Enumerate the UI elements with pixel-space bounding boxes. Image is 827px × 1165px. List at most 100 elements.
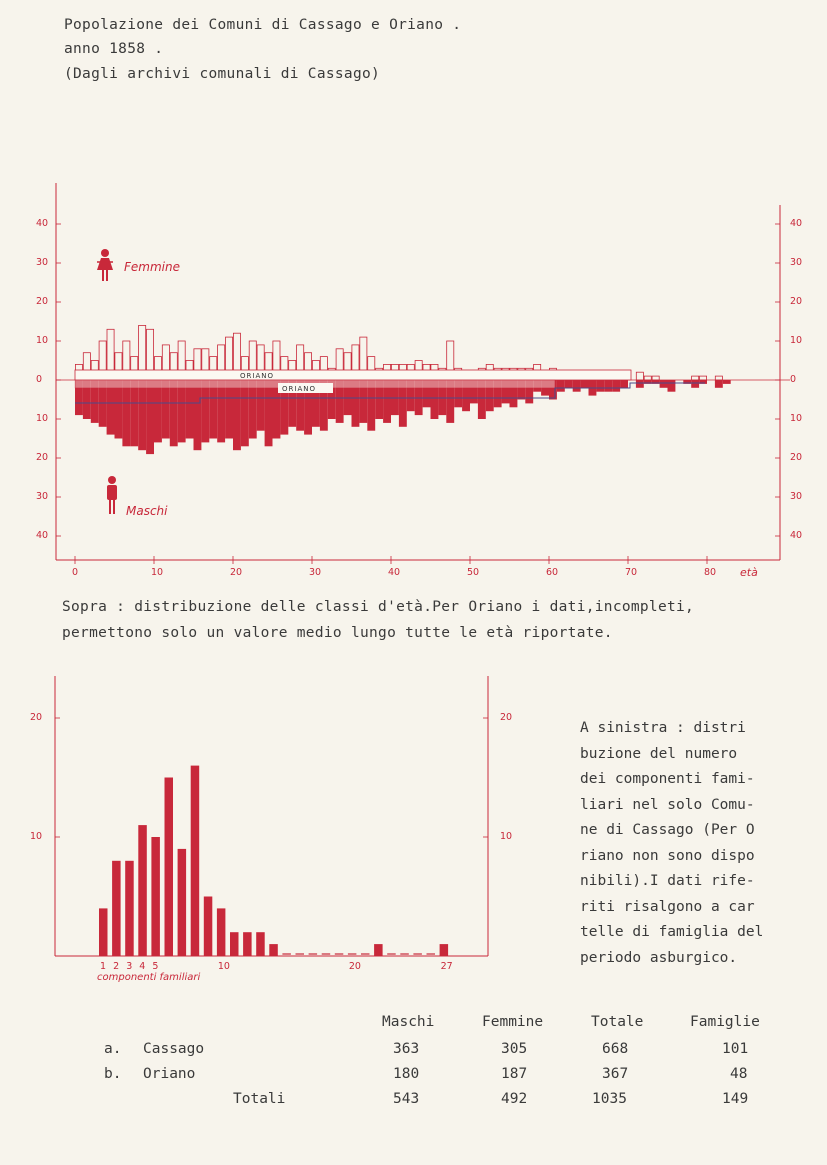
cell-value: 48 [730, 1066, 748, 1082]
male-bar [233, 380, 241, 451]
male-bar [319, 380, 328, 431]
y-tick-label-right: 10 [790, 413, 803, 424]
male-bar [248, 380, 257, 439]
male-bar [596, 380, 605, 392]
male-bar [430, 380, 439, 419]
male-bar [359, 380, 368, 423]
male-bar [683, 380, 692, 384]
y-tick-label-right: 10 [790, 335, 803, 346]
y-tick-label-left: 40 [36, 218, 49, 229]
col-header-maschi: Maschi [382, 1014, 435, 1030]
male-bar [477, 380, 486, 419]
male-figure-icon [107, 476, 117, 514]
male-bar [485, 380, 494, 412]
y-tick-label-right: 20 [790, 296, 803, 307]
male-bar [643, 380, 652, 384]
x-tick-label: 80 [704, 567, 717, 578]
x-tick-label: 50 [467, 567, 480, 578]
household-bar [439, 944, 449, 956]
y-tick-label-right-2: 20 [500, 712, 513, 723]
male-bar [667, 380, 676, 392]
caption-2: A sinistra : distri buzione del numero d… [580, 716, 805, 971]
male-bar [612, 380, 621, 392]
male-bar [130, 380, 139, 447]
male-bar [90, 380, 99, 423]
x-tick-label: 20 [230, 567, 243, 578]
male-bar [288, 380, 297, 427]
household-bar [190, 765, 200, 956]
y-tick-label-right: 0 [790, 374, 797, 385]
household-axis-label: componenti familiari [97, 972, 201, 983]
male-bar [659, 380, 668, 388]
male-bar [651, 380, 660, 384]
male-bar [193, 380, 202, 451]
col-header-totale: Totale [591, 1014, 644, 1030]
male-bar [225, 380, 233, 439]
male-bar [462, 380, 470, 412]
male-bar [533, 380, 542, 392]
male-bar [280, 380, 289, 435]
male-bar [383, 380, 391, 423]
total-value: 492 [501, 1091, 528, 1107]
x-tick-label: 0 [72, 567, 79, 578]
household-bar [230, 932, 239, 956]
y-tick-label-left: 40 [36, 530, 49, 541]
male-bar [154, 380, 162, 443]
male-bar [351, 380, 360, 427]
male-bar [138, 380, 147, 451]
cell-value: 101 [722, 1041, 749, 1057]
header-line-1: Popolazione dei Comuni di Cassago e Oria… [64, 17, 462, 33]
y-tick-label-left: 0 [36, 374, 43, 385]
male-bar [272, 380, 281, 439]
male-bar [82, 380, 91, 419]
female-figure-icon [97, 249, 113, 281]
y-tick-label-left-2: 10 [30, 831, 43, 842]
household-bar [269, 944, 278, 956]
caption-2-line: buzione del numero [580, 745, 738, 762]
caption-2-line: nibili).I dati rife- [580, 873, 755, 889]
household-bar [216, 908, 226, 956]
household-bar [164, 777, 173, 956]
y-tick-label-left: 30 [36, 257, 49, 268]
caption-1-line-1: Sopra : distribuzione delle classi d'età… [62, 599, 695, 615]
cell-value: 367 [602, 1066, 629, 1082]
male-bar [217, 380, 226, 443]
header-line-3: (Dagli archivi comunali di Cassago) [64, 66, 381, 82]
male-bar [398, 380, 407, 427]
row-index: b. [104, 1066, 122, 1082]
x-tick-label-2: 10 [217, 961, 230, 972]
age-axis-label: età [740, 566, 758, 579]
y-tick-label-right: 20 [790, 452, 803, 463]
male-bar [446, 380, 455, 423]
x-tick-label-2: 2 [113, 961, 120, 972]
x-tick-label: 40 [388, 567, 401, 578]
male-bar [699, 380, 707, 384]
x-tick-label-2: 1 [100, 961, 107, 972]
caption-2-line: periodo asburgico. [580, 949, 738, 966]
col-header-famiglie: Famiglie [690, 1014, 760, 1030]
household-bar [138, 825, 147, 956]
x-tick-label: 30 [309, 567, 322, 578]
male-bar [493, 380, 502, 408]
x-tick-label-2: 27 [440, 961, 453, 972]
household-bar [99, 908, 108, 956]
male-bar [635, 380, 644, 388]
male-bar [367, 380, 376, 431]
male-bar [122, 380, 131, 447]
y-tick-label-left: 10 [36, 335, 49, 346]
y-tick-label-right-2: 10 [500, 831, 513, 842]
caption-2-line: dei componenti fami- [580, 771, 755, 787]
female-figure-body [97, 258, 113, 270]
male-bar [312, 380, 320, 427]
male-bar [304, 380, 312, 435]
male-bar [106, 380, 115, 435]
caption-2-line: ne di Cassago (Per O [580, 822, 755, 838]
male-bar [691, 380, 700, 388]
row-name: Cassago [143, 1041, 205, 1057]
y-tick-label-right: 30 [790, 491, 803, 502]
male-bar [620, 380, 628, 388]
household-bar [203, 896, 213, 956]
totals-label: Totali [233, 1091, 286, 1107]
